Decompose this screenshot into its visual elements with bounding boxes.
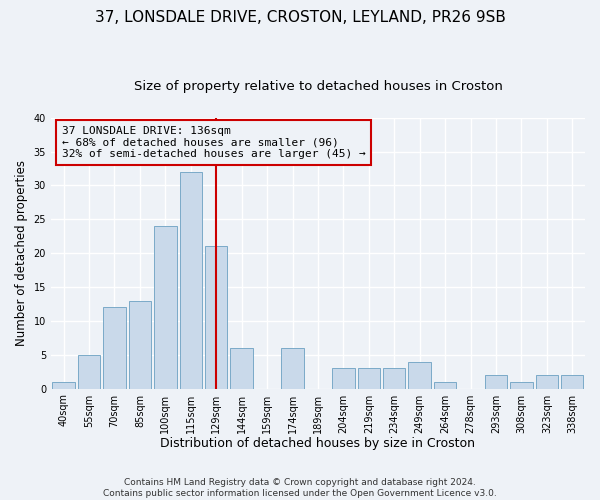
Text: 37, LONSDALE DRIVE, CROSTON, LEYLAND, PR26 9SB: 37, LONSDALE DRIVE, CROSTON, LEYLAND, PR… [95, 10, 505, 25]
Text: Contains HM Land Registry data © Crown copyright and database right 2024.
Contai: Contains HM Land Registry data © Crown c… [103, 478, 497, 498]
X-axis label: Distribution of detached houses by size in Croston: Distribution of detached houses by size … [160, 437, 475, 450]
Bar [332, 368, 355, 388]
Bar [409, 362, 431, 388]
Bar [536, 375, 558, 388]
Title: Size of property relative to detached houses in Croston: Size of property relative to detached ho… [134, 80, 502, 93]
Bar [434, 382, 457, 388]
Bar [205, 246, 227, 388]
Bar [78, 354, 100, 388]
Bar [103, 308, 125, 388]
Bar [129, 300, 151, 388]
Bar [230, 348, 253, 389]
Bar [485, 375, 507, 388]
Bar [358, 368, 380, 388]
Y-axis label: Number of detached properties: Number of detached properties [15, 160, 28, 346]
Bar [510, 382, 533, 388]
Text: 37 LONSDALE DRIVE: 136sqm
← 68% of detached houses are smaller (96)
32% of semi-: 37 LONSDALE DRIVE: 136sqm ← 68% of detac… [62, 126, 365, 159]
Bar [154, 226, 176, 388]
Bar [52, 382, 75, 388]
Bar [281, 348, 304, 389]
Bar [179, 172, 202, 388]
Bar [383, 368, 406, 388]
Bar [561, 375, 583, 388]
